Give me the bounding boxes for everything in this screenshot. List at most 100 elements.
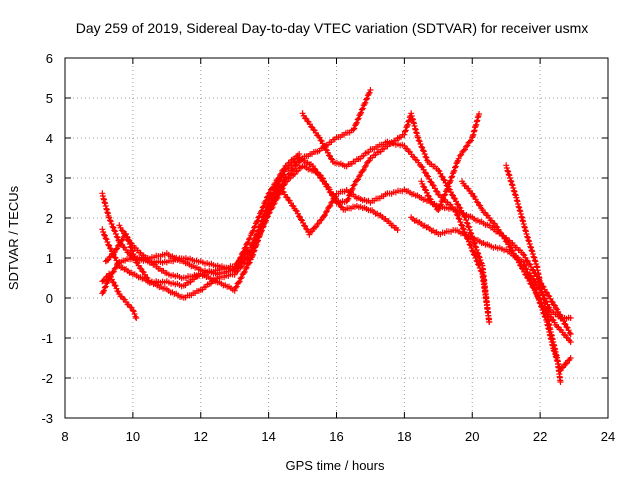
satellite-track-6 — [116, 110, 493, 325]
data-point — [496, 229, 503, 236]
data-point — [313, 223, 320, 230]
data-point — [310, 165, 317, 172]
data-point — [465, 223, 472, 230]
data-point — [535, 297, 542, 303]
data-point — [309, 228, 316, 235]
data-point — [535, 294, 542, 301]
data-point — [101, 284, 108, 291]
data-point — [476, 202, 483, 209]
data-point — [403, 124, 410, 131]
data-point — [315, 220, 322, 227]
data-point — [275, 191, 282, 198]
data-point — [301, 222, 308, 229]
satellite-track-9 — [418, 111, 483, 213]
data-point — [106, 217, 113, 224]
data-point — [114, 234, 121, 241]
data-point — [307, 229, 314, 236]
data-point — [523, 257, 530, 264]
data-point — [364, 95, 371, 102]
data-point — [110, 268, 117, 275]
data-point — [433, 187, 440, 194]
data-point — [109, 269, 116, 276]
data-point — [132, 313, 139, 320]
data-point — [471, 252, 478, 259]
data-point — [245, 236, 252, 243]
data-point — [508, 178, 515, 185]
data-point — [472, 243, 479, 250]
data-point — [557, 379, 564, 385]
data-point — [466, 138, 473, 145]
data-point — [527, 280, 534, 287]
data-point — [320, 213, 327, 220]
data-point — [301, 115, 308, 122]
data-point — [129, 307, 136, 314]
data-point — [366, 89, 373, 96]
data-point — [268, 205, 275, 212]
data-point — [452, 164, 459, 171]
data-point — [465, 224, 472, 231]
data-point — [314, 221, 321, 228]
data-point — [131, 311, 138, 317]
data-point — [292, 207, 299, 214]
data-point — [280, 171, 287, 178]
data-point — [509, 182, 516, 189]
data-point — [361, 101, 368, 107]
data-point — [271, 200, 278, 207]
data-point — [436, 205, 443, 212]
data-point — [117, 240, 124, 247]
data-point — [531, 254, 538, 261]
data-point — [329, 198, 336, 205]
data-point — [101, 287, 108, 294]
data-point — [313, 168, 320, 175]
data-point — [276, 177, 283, 184]
data-point — [458, 151, 465, 158]
data-point — [265, 199, 272, 206]
data-point — [353, 177, 360, 184]
data-point — [357, 172, 364, 179]
data-point — [231, 287, 238, 294]
data-point — [259, 217, 266, 224]
data-point — [453, 209, 460, 215]
data-point — [124, 236, 131, 243]
data-point — [454, 159, 461, 165]
x-tick-label: 10 — [126, 429, 140, 444]
data-point — [443, 187, 450, 193]
data-point — [473, 244, 480, 251]
data-point — [328, 199, 335, 206]
data-point — [452, 163, 459, 170]
data-point — [360, 166, 367, 173]
data-point — [327, 202, 334, 209]
data-point — [532, 289, 539, 296]
data-point — [457, 219, 464, 225]
data-point — [421, 151, 428, 157]
data-point — [437, 201, 444, 208]
data-point — [533, 290, 540, 297]
data-point — [475, 261, 482, 268]
data-point — [506, 243, 513, 250]
data-point — [325, 152, 332, 159]
data-point — [526, 241, 533, 247]
data-point — [473, 198, 480, 205]
data-point — [274, 182, 281, 189]
data-point — [445, 183, 452, 190]
data-point — [273, 195, 280, 202]
x-tick-label: 24 — [601, 429, 615, 444]
data-point — [359, 168, 366, 175]
data-point — [130, 308, 137, 315]
data-point — [109, 223, 116, 230]
data-point — [459, 222, 466, 229]
data-point — [246, 259, 253, 266]
data-point — [418, 163, 425, 170]
data-point — [525, 237, 532, 244]
data-point — [104, 239, 111, 245]
data-point — [456, 152, 463, 159]
data-point — [111, 265, 118, 272]
data-point — [531, 257, 538, 264]
data-point — [519, 265, 526, 272]
data-point — [283, 193, 290, 200]
data-point — [354, 176, 361, 183]
satellite-track-12 — [526, 270, 574, 322]
data-point — [243, 264, 250, 271]
data-point — [324, 207, 331, 214]
